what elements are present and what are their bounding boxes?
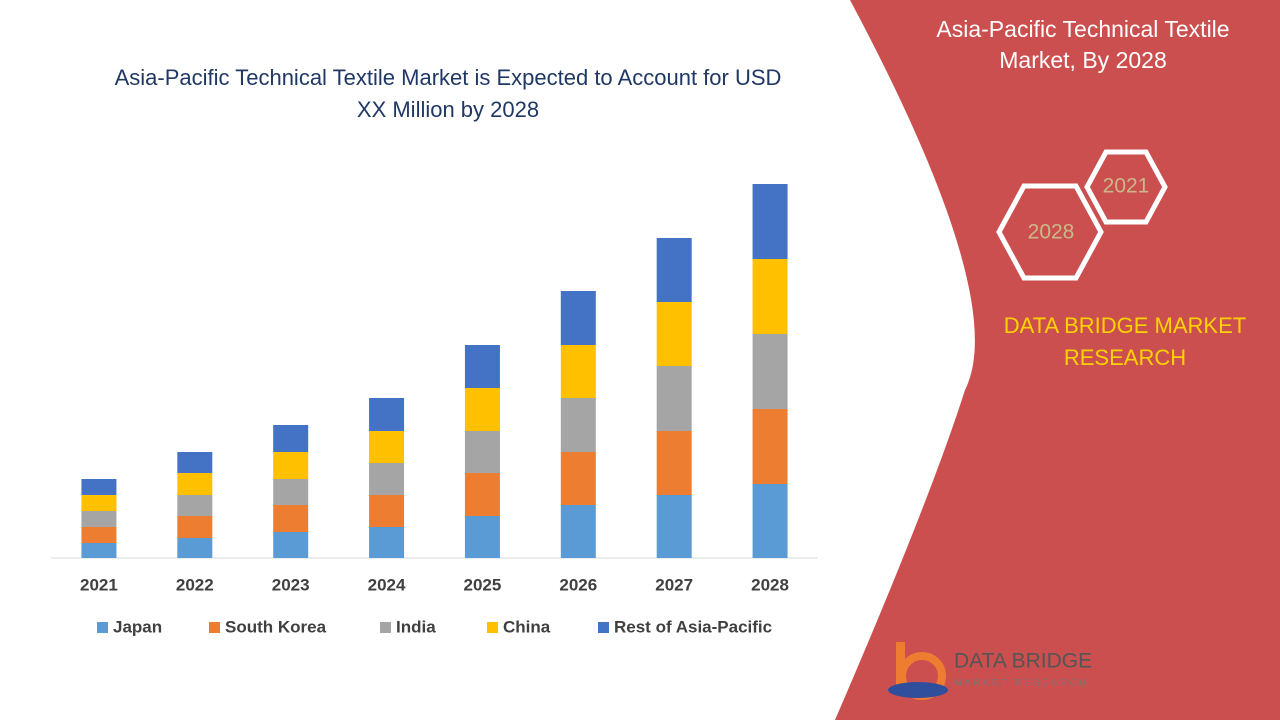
bar-segment bbox=[464, 431, 500, 473]
bar-segment bbox=[369, 527, 405, 558]
bar-segment bbox=[752, 259, 788, 334]
bar-segment bbox=[752, 409, 788, 484]
logo-subtext: MARKET RESEARCH bbox=[954, 677, 1089, 687]
legend-label: Japan bbox=[113, 617, 162, 636]
logo-text: DATA BRIDGE bbox=[954, 650, 1092, 673]
brand-text: DATA BRIDGE MARKET RESEARCH bbox=[1003, 313, 1247, 370]
x-tick-label: 2028 bbox=[751, 575, 789, 594]
bar-segment bbox=[177, 538, 213, 558]
bar-segment bbox=[560, 291, 596, 345]
bar-segment bbox=[81, 543, 117, 558]
bar-segment bbox=[81, 479, 117, 495]
bar-segment bbox=[560, 398, 596, 452]
bar-segment bbox=[273, 425, 309, 452]
bar-segment bbox=[273, 452, 309, 479]
panel-title: Asia-Pacific Technical Textile Market, B… bbox=[936, 16, 1230, 73]
x-tick-label: 2021 bbox=[80, 575, 118, 594]
x-tick-label: 2026 bbox=[559, 575, 597, 594]
bar-segment bbox=[752, 184, 788, 259]
chart-title: Asia-Pacific Technical Textile Market is… bbox=[114, 65, 782, 122]
legend-label: India bbox=[396, 617, 436, 636]
bar-segment bbox=[752, 484, 788, 558]
legend-swatch bbox=[487, 622, 498, 633]
x-tick-label: 2023 bbox=[272, 575, 310, 594]
bar-segment bbox=[560, 345, 596, 398]
side-panel bbox=[835, 0, 1280, 720]
x-tick-label: 2027 bbox=[655, 575, 693, 594]
legend-label: Rest of Asia-Pacific bbox=[614, 617, 772, 636]
bar-segment bbox=[464, 473, 500, 516]
bar-segment bbox=[369, 431, 405, 463]
bar-segment bbox=[656, 366, 692, 431]
bar-segment bbox=[81, 495, 117, 511]
x-tick-label: 2022 bbox=[176, 575, 214, 594]
bar-segment bbox=[656, 431, 692, 495]
x-tick-label: 2025 bbox=[464, 575, 502, 594]
legend-label: China bbox=[503, 617, 551, 636]
bar-segment bbox=[273, 505, 309, 532]
legend-swatch bbox=[97, 622, 108, 633]
bar-segment bbox=[656, 302, 692, 366]
bar-segment bbox=[752, 334, 788, 409]
legend-swatch bbox=[380, 622, 391, 633]
bar-segment bbox=[81, 511, 117, 527]
bar-segment bbox=[177, 452, 213, 473]
bar-segment bbox=[464, 516, 500, 558]
logo bbox=[888, 642, 948, 700]
hexagon bbox=[1084, 149, 1168, 225]
bar-segment bbox=[273, 479, 309, 505]
hexagon bbox=[996, 183, 1104, 281]
bar-segment bbox=[464, 345, 500, 388]
logo-swoosh bbox=[888, 682, 948, 698]
bar-segment bbox=[369, 463, 405, 495]
bar-segment bbox=[656, 495, 692, 558]
legend-swatch bbox=[598, 622, 609, 633]
bar-segment bbox=[464, 388, 500, 431]
legend-swatch bbox=[209, 622, 220, 633]
bar-segment bbox=[560, 505, 596, 558]
bar-segment bbox=[81, 527, 117, 543]
hexagon-label: 2028 bbox=[1028, 221, 1075, 244]
bar-segment bbox=[369, 495, 405, 527]
legend-label: South Korea bbox=[225, 617, 327, 636]
x-tick-label: 2024 bbox=[368, 575, 406, 594]
bar-segment bbox=[560, 452, 596, 505]
bar-segment bbox=[656, 238, 692, 302]
bar-segment bbox=[177, 495, 213, 516]
bar-segment bbox=[369, 398, 405, 431]
hexagon-label: 2021 bbox=[1103, 175, 1150, 198]
bar-segment bbox=[177, 516, 213, 538]
bar-segment bbox=[177, 473, 213, 495]
bar-segment bbox=[273, 532, 309, 558]
